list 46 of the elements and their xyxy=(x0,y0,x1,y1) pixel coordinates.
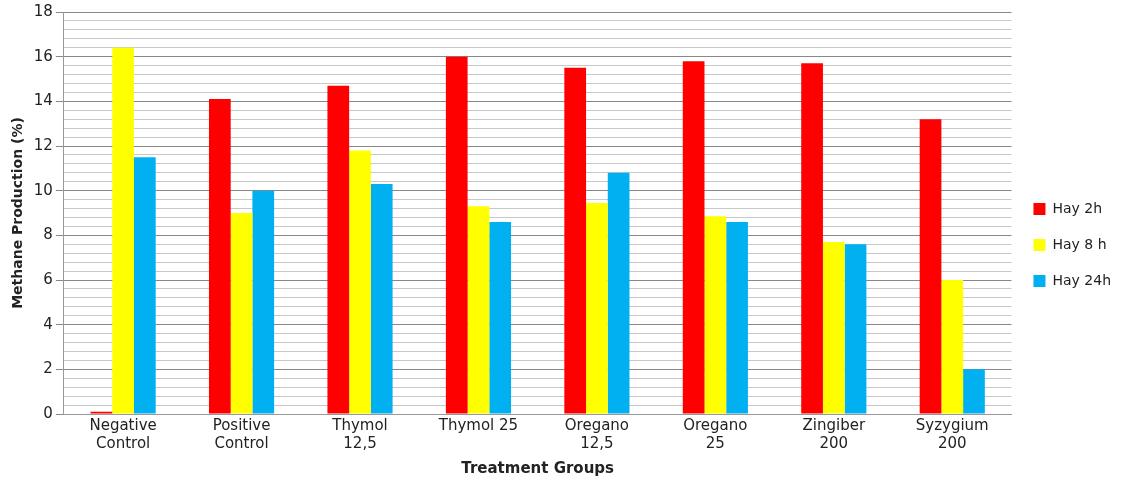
y-tick-label: 12 xyxy=(33,135,53,154)
y-tick-label: 0 xyxy=(43,403,53,422)
y-tick-label: 14 xyxy=(33,91,53,110)
bar xyxy=(726,221,748,414)
bar xyxy=(370,183,393,414)
bar xyxy=(704,216,727,414)
x-axis-title: Treatment Groups xyxy=(461,458,615,477)
legend-label: Hay 8 h xyxy=(1052,235,1107,252)
bar xyxy=(963,369,985,414)
x-tick-label: Zingiber 200 xyxy=(802,415,866,452)
bar xyxy=(941,280,964,414)
x-tick-label: Oregano 12,5 xyxy=(564,415,630,452)
legend-label: Hay 2h xyxy=(1052,199,1103,216)
y-tick-label: 18 xyxy=(33,1,53,20)
bar xyxy=(586,202,608,414)
x-tick-label: Negative Control xyxy=(89,415,157,452)
bar xyxy=(230,213,253,414)
bar xyxy=(133,157,156,414)
bar xyxy=(489,221,512,414)
bar xyxy=(327,85,350,414)
bar xyxy=(682,61,705,414)
x-tick-label: Oregano 25 xyxy=(683,415,748,452)
bar xyxy=(822,242,845,414)
bar xyxy=(607,172,630,414)
x-tick-label: Thymol 12,5 xyxy=(331,415,388,452)
bar xyxy=(844,244,867,414)
y-axis-title: Methane Production (%) xyxy=(9,117,26,309)
x-tick-label: Thymol 25 xyxy=(437,415,519,434)
bar xyxy=(919,119,942,414)
bar xyxy=(801,63,823,414)
y-tick-label: 8 xyxy=(43,225,53,244)
y-tick-label: 2 xyxy=(43,359,53,378)
legend-label: Hay 24h xyxy=(1052,271,1111,288)
y-tick-label: 6 xyxy=(43,269,53,288)
y-tick-label: 16 xyxy=(33,46,53,65)
bar xyxy=(467,206,490,414)
bar xyxy=(349,150,371,414)
bar xyxy=(112,47,134,414)
bar xyxy=(208,99,231,414)
bar xyxy=(252,190,275,414)
y-tick-label: 10 xyxy=(33,180,53,199)
x-tick-label: Syzygium 200 xyxy=(915,415,989,452)
bar xyxy=(445,56,468,414)
bar xyxy=(564,67,587,414)
x-tick-label: Positive Control xyxy=(212,415,271,452)
y-tick-label: 4 xyxy=(43,314,53,333)
